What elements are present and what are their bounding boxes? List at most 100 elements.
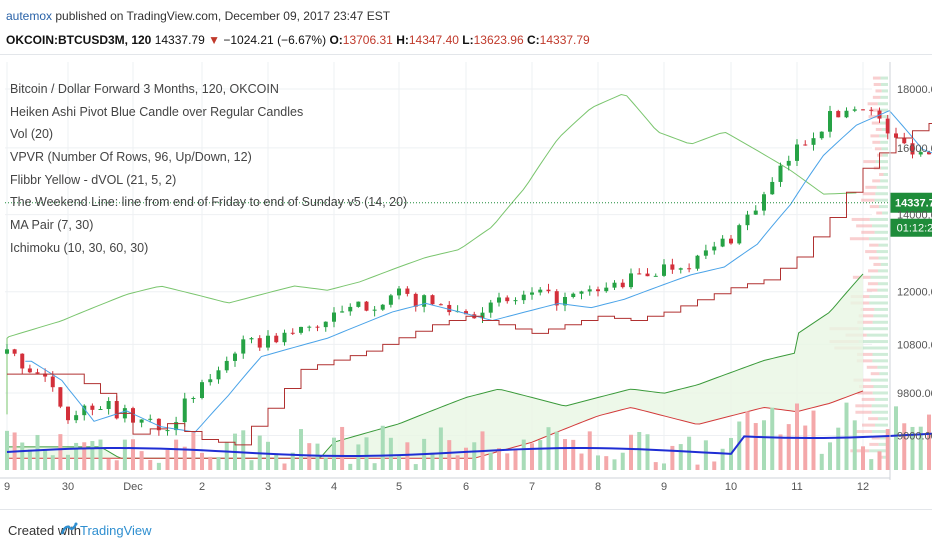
- volume-bar-down: [513, 450, 518, 470]
- vpvr-bar-up: [872, 359, 888, 363]
- y-tick-label: 9000.00: [897, 431, 932, 443]
- legend-item-flibbr[interactable]: Flibbr Yellow - dVOL (21, 5, 2): [10, 172, 177, 187]
- vpvr-bar-up: [883, 172, 888, 176]
- volume-bar-down: [885, 429, 890, 470]
- candle-up: [563, 296, 567, 306]
- vpvr-bar-up: [875, 160, 888, 164]
- volume-bar-up: [737, 421, 742, 470]
- price-chart[interactable]: 14337.79 01:12:23 18000.00 16000.00 14000.0…: [0, 54, 932, 509]
- legend-item-heiken-ashi[interactable]: Heiken Ashi Pivot Blue Candle over Regul…: [10, 104, 304, 119]
- tradingview-logo-icon: [60, 522, 78, 535]
- chart-header: autemox published on TradingView.com, De…: [0, 0, 932, 55]
- legend-item-volume[interactable]: Vol (20): [10, 127, 54, 142]
- candle-down: [620, 282, 625, 288]
- candle-up: [200, 382, 204, 398]
- candle-up: [653, 275, 658, 277]
- vpvr-bar-up: [869, 301, 888, 305]
- vpvr-bar-down: [871, 121, 880, 125]
- candle-up: [811, 138, 816, 145]
- volume-bar-up: [156, 462, 161, 470]
- vpvr-bar-up: [879, 134, 888, 138]
- vpvr-bar-down: [868, 115, 879, 119]
- volume-bar-up: [266, 441, 270, 470]
- vpvr-bar-up: [872, 391, 888, 395]
- open-label: O:: [329, 33, 343, 47]
- volume-bar-down: [579, 453, 584, 470]
- x-tick-label: 2: [199, 481, 205, 493]
- vpvr-bar-up: [870, 378, 888, 382]
- vpvr-bar-up: [879, 121, 888, 125]
- candle-up: [538, 289, 543, 293]
- vpvr-bar-up: [872, 320, 888, 324]
- volume-bar-up: [348, 463, 353, 470]
- tradingview-link[interactable]: TradingView: [80, 523, 152, 538]
- x-tick-label: 5: [396, 481, 402, 493]
- last-price-label: 14337.79: [895, 198, 932, 210]
- vpvr-bar-up: [869, 295, 888, 299]
- legend-item-weekend-line[interactable]: The Weekend Line: line from end of Frida…: [10, 195, 408, 210]
- candle-down: [27, 368, 32, 373]
- volume-bar-down: [174, 439, 179, 470]
- volume-bar-up: [521, 439, 526, 470]
- vpvr-bar-down: [872, 95, 881, 99]
- vpvr-bar-down: [875, 89, 882, 93]
- legend-item-vpvr[interactable]: VPVR (Number Of Rows, 96, Up/Down, 12): [10, 150, 252, 165]
- volume-ma-line: [6, 432, 932, 457]
- volume-bar-down: [587, 431, 592, 470]
- vpvr-bar-up: [881, 127, 888, 131]
- candle-up: [5, 349, 9, 354]
- volume-bar-down: [405, 442, 410, 470]
- volume-bar-up: [869, 459, 874, 470]
- volume-bar-up: [472, 442, 477, 470]
- candle-up: [372, 309, 377, 311]
- high-value: 14347.40: [408, 33, 459, 47]
- author-link[interactable]: autemox: [6, 9, 53, 23]
- candle-up: [74, 415, 79, 421]
- volume-bar-up: [20, 442, 25, 470]
- candle-up: [106, 401, 111, 410]
- countdown-label: 01:12:23: [897, 223, 932, 235]
- volume-bar-up: [488, 452, 493, 470]
- candle-up: [778, 165, 783, 182]
- vpvr-bar-down: [850, 449, 870, 453]
- vpvr-bar-up: [880, 140, 888, 144]
- countdown-badge: [890, 218, 932, 237]
- candle-up: [332, 312, 336, 322]
- publish-text: published on TradingView.com, December 0…: [55, 9, 391, 23]
- candle-up: [828, 111, 832, 132]
- volume-bar-up: [5, 430, 9, 470]
- volume-bar-down: [182, 446, 187, 470]
- vpvr-bar-up: [881, 89, 888, 93]
- vpvr-bar-up: [878, 269, 888, 273]
- vpvr-bar-down: [868, 417, 879, 421]
- vpvr-bar-up: [870, 275, 888, 279]
- candle-up: [612, 282, 617, 288]
- volume-bar-down: [208, 456, 213, 470]
- vpvr-bar-up: [873, 385, 888, 389]
- vpvr-bar-up: [882, 211, 888, 215]
- volume-bar-down: [902, 423, 907, 470]
- volume-bar-up: [910, 426, 915, 470]
- legend-item-ma-pair[interactable]: MA Pair (7, 30): [10, 218, 94, 233]
- volume-bar-up: [372, 463, 377, 470]
- low-label: L:: [462, 33, 474, 47]
- candle-down: [50, 376, 55, 388]
- candle-down: [729, 238, 733, 244]
- y-tick-label: 12000.00: [897, 287, 932, 299]
- vpvr-bar-up: [872, 430, 888, 434]
- legend-item-ichimoku[interactable]: Ichimoku (10, 30, 60, 30): [10, 240, 149, 255]
- symbol-line: OKCOIN:BTCUSD3M, 120 14337.79 ▼ −1024.21…: [6, 33, 590, 47]
- candle-up: [918, 152, 923, 155]
- candle-down: [836, 111, 841, 118]
- volume-bar-down: [786, 424, 791, 470]
- candle-up: [604, 287, 609, 292]
- vpvr-bar-up: [869, 449, 888, 453]
- candle-up: [678, 268, 683, 270]
- vpvr-bar-down: [857, 391, 873, 395]
- vpvr-bar-up: [878, 115, 888, 119]
- vpvr-bar-up: [877, 102, 888, 106]
- low-value: 13623.96: [473, 33, 524, 47]
- vpvr-bar-down: [872, 76, 881, 80]
- legend-item-symbol[interactable]: Bitcoin / Dollar Forward 3 Months, 120, …: [10, 82, 279, 96]
- vpvr-bar-down: [862, 423, 876, 427]
